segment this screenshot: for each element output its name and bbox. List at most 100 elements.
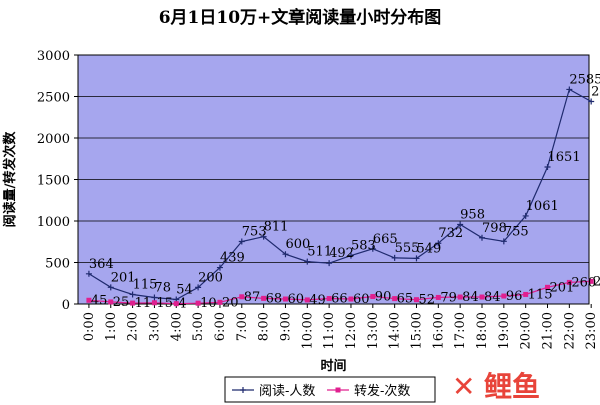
data-point: [566, 86, 573, 93]
data-point: [326, 296, 332, 302]
data-point: [326, 260, 333, 267]
data-label: 811: [264, 220, 289, 235]
data-label: 1651: [548, 150, 581, 165]
legend-marker: [240, 387, 246, 393]
series-2: [86, 278, 594, 307]
data-point: [347, 252, 354, 259]
series-line: [88, 280, 592, 305]
y-tick-label: 1000: [37, 215, 70, 230]
x-tick-label: 10:00: [300, 312, 315, 349]
y-tick-label: 500: [45, 257, 70, 272]
x-tick-label: 18:00: [475, 312, 490, 349]
data-point: [501, 293, 507, 299]
legend-label: 阅读-人数: [259, 384, 315, 399]
data-point: [392, 296, 398, 302]
legend-item: 转发-次数: [327, 383, 410, 399]
data-point: [173, 301, 179, 307]
x-tick-label: 6:00: [213, 312, 228, 341]
data-point: [151, 294, 158, 301]
x-tick-label: 8:00: [257, 312, 272, 341]
y-tick-label: 2000: [37, 132, 70, 147]
data-label: 90: [375, 290, 392, 305]
data-point: [304, 297, 310, 303]
series-1: [85, 86, 595, 303]
data-label: 49: [309, 293, 326, 308]
data-point: [85, 270, 92, 277]
data-label: 364: [89, 257, 114, 272]
data-point: [500, 238, 507, 245]
x-tick-label: 3:00: [147, 312, 162, 341]
x-tick-label: 21:00: [541, 312, 556, 349]
legend: 阅读-人数 转发-次数: [224, 376, 436, 403]
data-point: [108, 299, 114, 305]
data-label: 115: [528, 287, 553, 302]
data-label: 96: [506, 289, 523, 304]
data-label: 583: [351, 239, 376, 254]
data-label: 492: [329, 246, 354, 261]
x-tick-label: 15:00: [409, 312, 424, 349]
data-label: 555: [395, 241, 420, 256]
data-point: [348, 296, 354, 302]
y-axis-ticks: 0 500 1000 1500 2000 2500 3000: [37, 49, 78, 313]
data-point: [522, 212, 529, 219]
x-tick-label: 13:00: [366, 312, 381, 349]
data-point: [457, 294, 463, 300]
data-label: 753: [242, 225, 267, 240]
x-tick-label: 5:00: [191, 312, 206, 341]
data-point: [217, 299, 223, 305]
data-point: [479, 294, 485, 300]
watermark-text: 鲤鱼: [484, 370, 540, 403]
data-label: 665: [373, 232, 398, 247]
data-point: [216, 264, 223, 271]
data-label: 798: [482, 221, 507, 236]
data-label: 84: [484, 290, 501, 305]
x-axis-ticks: 0:00 1:00 2:00 3:00 4:00 5:00 6:00 7:00 8:00 9:00…: [82, 304, 599, 349]
data-label: 201: [111, 270, 136, 285]
x-tick-label: 11:00: [322, 312, 337, 349]
data-label: 732: [438, 226, 463, 241]
data-point: [195, 300, 201, 306]
x-tick-label: 22:00: [562, 312, 577, 349]
x-axis-label: 时间: [320, 358, 346, 374]
data-point: [478, 234, 485, 241]
data-label: 115: [133, 277, 158, 292]
data-point: [130, 300, 136, 306]
data-label: 66: [331, 292, 348, 307]
y-tick-label: 3000: [37, 49, 70, 64]
x-tick-label: 23:00: [584, 312, 599, 349]
data-label: 20: [222, 295, 239, 310]
data-point: [260, 233, 267, 240]
x-tick-label: 0:00: [82, 312, 97, 341]
data-label: 15: [156, 296, 173, 311]
data-label: 2440: [591, 84, 600, 99]
x-tick-label: 4:00: [169, 312, 184, 341]
data-point: [369, 245, 376, 252]
gridlines: [78, 96, 589, 263]
series-line: [88, 88, 592, 301]
watermark-logo: ✕ 鲤鱼: [452, 370, 540, 403]
data-point: [370, 294, 376, 300]
data-label: 2585: [569, 72, 600, 87]
data-point: [239, 294, 245, 300]
data-label: 511: [307, 245, 332, 260]
series-layer: [85, 86, 595, 307]
watermark-wordmark: ✕: [452, 370, 475, 403]
y-tick-label: 2500: [37, 91, 70, 106]
data-label: 10: [200, 296, 217, 311]
data-point: [435, 240, 442, 247]
x-tick-label: 2:00: [126, 312, 141, 341]
data-point: [195, 284, 202, 291]
data-point: [523, 291, 529, 297]
data-label: 65: [397, 292, 414, 307]
data-label: 273: [593, 274, 600, 289]
data-point: [282, 296, 288, 302]
legend-marker: [335, 387, 341, 393]
data-label: 68: [266, 291, 283, 306]
data-label: 60: [353, 292, 370, 307]
data-label: 11: [135, 296, 152, 311]
chart-title: 6月1日10万+文章阅读量小时分布图: [159, 7, 442, 28]
x-tick-label: 7:00: [235, 312, 250, 341]
data-point: [86, 297, 92, 303]
